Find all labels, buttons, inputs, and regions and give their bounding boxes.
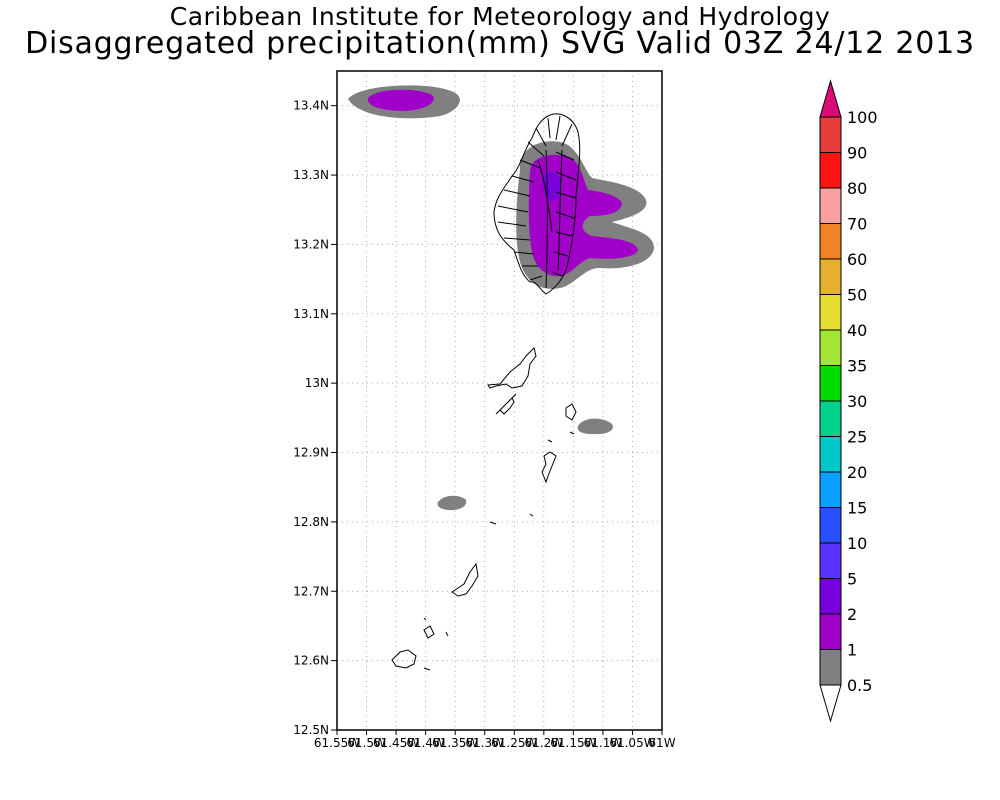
title-product: Disaggregated precipitation(mm) SVG Vali… xyxy=(25,26,975,61)
colorbar-level-label: 5 xyxy=(847,570,857,589)
lon-tick-label: 61.4W xyxy=(406,736,445,750)
colorbar-level-label: 60 xyxy=(847,250,867,269)
latitude-axis: 13.4N 13.3N 13.2N 13.1N 13N 12.9N 12.8N 12.7N 12… xyxy=(293,99,337,737)
lon-tick-label: 61.45W xyxy=(373,736,419,750)
lat-tick-label: 13.3N xyxy=(293,168,329,182)
colorbar-level-label: 30 xyxy=(847,392,867,411)
colorbar-box xyxy=(819,507,842,544)
colorbar-box xyxy=(819,223,842,260)
lon-tick-label: 61W xyxy=(648,736,675,750)
longitude-axis: 61.55W61.5W61.45W61.4W61.35W61.3W61.25W6… xyxy=(314,730,676,750)
colorbar-level-label: 100 xyxy=(847,108,878,127)
lon-tick-label: 61.15W xyxy=(550,736,596,750)
lat-tick-label: 12.9N xyxy=(293,446,329,460)
colorbar-level-label: 0.5 xyxy=(847,676,872,695)
lon-tick-label: 61.5W xyxy=(347,736,386,750)
colorbar-box xyxy=(819,365,842,402)
colorbar-box xyxy=(819,436,842,473)
colorbar-under-triangle xyxy=(819,684,842,723)
colorbar-level-label: 50 xyxy=(847,286,867,305)
lon-tick-label: 61.55W xyxy=(314,736,360,750)
colorbar-level-label: 15 xyxy=(847,499,867,518)
island-canouan xyxy=(541,451,557,484)
colorbar-box xyxy=(819,116,842,153)
colorbar-box xyxy=(819,649,842,686)
precip-area-purple xyxy=(367,89,434,111)
colorbar-box xyxy=(819,613,842,650)
lon-tick-label: 61.2W xyxy=(525,736,564,750)
lat-tick-label: 13.4N xyxy=(293,99,329,113)
colorbar-level-label: 20 xyxy=(847,463,867,482)
colorbar-box xyxy=(819,258,842,295)
precip-area-gray xyxy=(437,495,467,511)
lat-tick-label: 12.8N xyxy=(293,515,329,529)
colorbar-level-label: 90 xyxy=(847,144,867,163)
map-grid xyxy=(336,71,663,731)
colorbar-box xyxy=(819,152,842,189)
colorbar-box xyxy=(819,471,842,508)
precip-area-gray xyxy=(577,418,613,435)
colorbar-box xyxy=(819,400,842,437)
colorbar-level-label: 35 xyxy=(847,357,867,376)
lat-tick-label: 13N xyxy=(305,376,329,390)
island-st-vincent xyxy=(493,113,581,295)
colorbar-level-label: 40 xyxy=(847,321,867,340)
title-institute: Caribbean Institute for Meteorology and … xyxy=(169,2,831,31)
colorbar-level-label: 10 xyxy=(847,534,867,553)
lon-tick-label: 61.05W xyxy=(609,736,655,750)
colorbar-box xyxy=(819,294,842,331)
colorbar-box xyxy=(819,542,842,579)
lat-tick-label: 13.1N xyxy=(293,307,329,321)
coastlines xyxy=(391,113,581,671)
island-carriacou xyxy=(391,649,417,669)
colorbar-level-label: 70 xyxy=(847,215,867,234)
island-bequia xyxy=(487,347,537,389)
colorbar-box xyxy=(819,187,842,224)
colorbar-box xyxy=(819,329,842,366)
precip-field xyxy=(348,85,654,511)
lat-tick-label: 13.2N xyxy=(293,237,329,251)
island-union xyxy=(451,562,479,597)
plot-frame xyxy=(336,70,663,731)
colorbar-level-label: 25 xyxy=(847,428,867,447)
lat-tick-label: 12.5N xyxy=(293,723,329,737)
lon-tick-label: 61.35W xyxy=(432,736,478,750)
lat-tick-label: 12.6N xyxy=(293,654,329,668)
lon-tick-label: 61.1W xyxy=(584,736,623,750)
lon-tick-label: 61.25W xyxy=(491,736,537,750)
colorbar-over-triangle xyxy=(819,79,842,118)
colorbar-box xyxy=(819,578,842,615)
colorbar-level-label: 80 xyxy=(847,179,867,198)
colorbar-level-label: 2 xyxy=(847,605,857,624)
colorbar-level-label: 1 xyxy=(847,641,857,660)
lon-tick-label: 61.3W xyxy=(465,736,504,750)
lat-tick-label: 12.7N xyxy=(293,584,329,598)
